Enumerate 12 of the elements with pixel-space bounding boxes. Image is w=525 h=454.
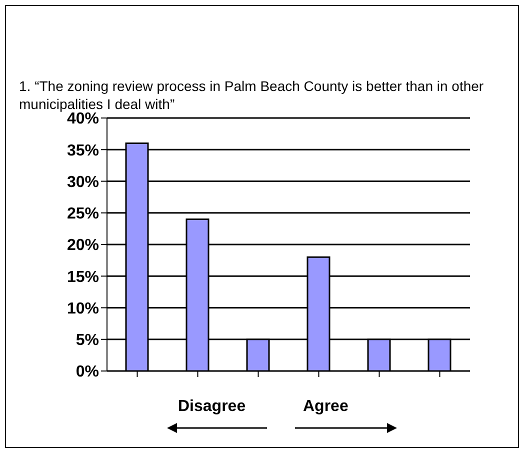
y-tick-label: 15% — [66, 268, 99, 286]
y-tick-label: 5% — [76, 332, 99, 350]
y-tick-label: 25% — [66, 206, 99, 223]
text: Agree — [303, 398, 348, 416]
text: Disagree — [178, 398, 246, 416]
y-tick-label: 35% — [66, 142, 99, 160]
chart-title: 1. “The zoning review process in Palm Beach County is better than in other municipalities I deal with” — [19, 77, 485, 112]
y-tick-label: 0% — [76, 364, 99, 381]
y-tick-label: 20% — [66, 237, 99, 254]
y-tick-label: 10% — [66, 300, 99, 318]
y-tick-label: 30% — [66, 174, 99, 191]
y-tick-label: 40% — [66, 110, 99, 128]
